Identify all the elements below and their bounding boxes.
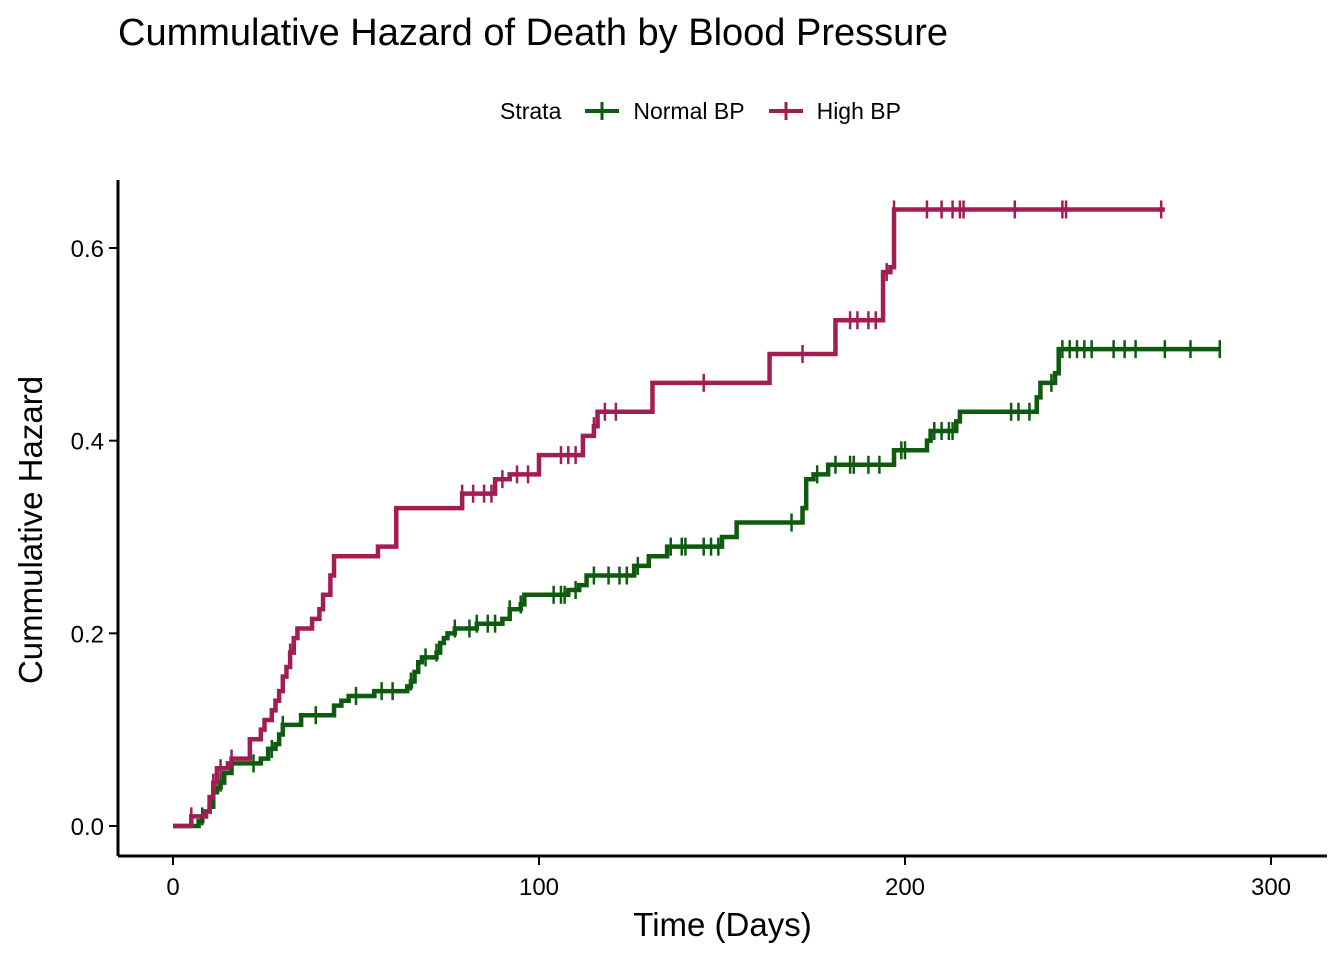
legend-label-normal-bp: Normal BP bbox=[633, 97, 745, 124]
y-tick-label: 0.0 bbox=[71, 814, 104, 841]
y-tick-label: 0.6 bbox=[71, 236, 104, 263]
x-tick-label: 300 bbox=[1251, 874, 1291, 901]
series-high-bp bbox=[173, 200, 1165, 829]
x-tick-label: 200 bbox=[885, 874, 925, 901]
x-axis-title: Time (Days) bbox=[633, 906, 811, 943]
legend-key-high-bp-icon bbox=[768, 102, 803, 120]
legend: Strata Normal BP High BP bbox=[500, 96, 923, 126]
y-axis-title: Cummulative Hazard bbox=[12, 376, 49, 684]
series-normal-bp bbox=[173, 340, 1222, 829]
y-tick-label: 0.4 bbox=[71, 429, 104, 456]
series-layer bbox=[173, 200, 1222, 829]
legend-title: Strata bbox=[500, 97, 562, 124]
legend-key-normal-bp-icon bbox=[585, 102, 620, 120]
y-ticks: 0.0 0.2 0.4 0.6 bbox=[71, 236, 118, 841]
legend-item-normal-bp: Normal BP bbox=[583, 97, 745, 125]
y-tick-label: 0.2 bbox=[71, 621, 104, 648]
x-ticks: 0 100 200 300 bbox=[166, 856, 1291, 901]
step-line-high-bp bbox=[173, 207, 1165, 829]
x-tick-label: 100 bbox=[519, 874, 559, 901]
chart-title: Cummulative Hazard of Death by Blood Pre… bbox=[118, 12, 949, 54]
axes: 0 100 200 300 0.0 0.2 0.4 0.6 Time (Days) Cumm… bbox=[12, 180, 1327, 943]
x-tick-label: 0 bbox=[166, 874, 179, 901]
legend-item-high-bp: High BP bbox=[767, 98, 901, 125]
legend-label-high-bp: High BP bbox=[816, 97, 901, 124]
